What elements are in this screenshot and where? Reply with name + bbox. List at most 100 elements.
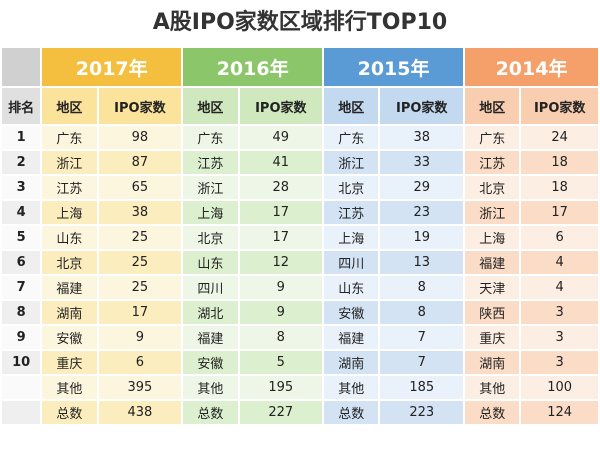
region: 四川 [181, 274, 240, 301]
column-header: IPO家数 [378, 86, 466, 126]
ipo-count: 3 [519, 349, 600, 376]
region: 广东 [322, 124, 381, 151]
region: 北京 [463, 174, 522, 201]
ipo-count: 4 [519, 274, 600, 301]
table-row: 2 浙江 87 江苏 41 浙江 33 江苏 18 [0, 149, 600, 176]
region: 湖南 [40, 299, 99, 326]
ipo-count: 17 [519, 199, 600, 226]
ipo-count: 7 [378, 349, 466, 376]
region: 北京 [322, 174, 381, 201]
ipo-count: 124 [519, 399, 600, 426]
region: 陕西 [463, 299, 522, 326]
ipo-count: 28 [237, 174, 325, 201]
region: 总数 [181, 399, 240, 426]
table-row: 5 山东 25 北京 17 上海 19 上海 6 [0, 224, 600, 251]
column-header: 排名 [0, 86, 43, 126]
ipo-count: 24 [519, 124, 600, 151]
region: 浙江 [40, 149, 99, 176]
region: 湖南 [463, 349, 522, 376]
ipo-count: 25 [96, 274, 184, 301]
ipo-count: 19 [378, 224, 466, 251]
ipo-count: 18 [519, 149, 600, 176]
region: 福建 [322, 324, 381, 351]
rank-cell: 1 [0, 124, 43, 151]
table-row: 排名 地区 IPO家数 地区 IPO家数 地区 IPO家数 地区 IPO家数 [0, 86, 600, 126]
region: 其他 [463, 374, 522, 401]
region: 其他 [40, 374, 99, 401]
region: 湖南 [322, 349, 381, 376]
ipo-count: 6 [519, 224, 600, 251]
ranking-table: 2017年 2016年 2015年 2014年 排名 地区 IPO家数 地区 IPO家数 地区 IP… [0, 46, 600, 426]
ipo-count: 13 [378, 249, 466, 276]
region: 北京 [40, 249, 99, 276]
ipo-count: 17 [96, 299, 184, 326]
region: 重庆 [40, 349, 99, 376]
region: 上海 [181, 199, 240, 226]
ipo-count: 3 [519, 299, 600, 326]
region: 广东 [181, 124, 240, 151]
rank-cell: 10 [0, 349, 43, 376]
table-row: 8 湖南 17 湖北 9 安徽 8 陕西 3 [0, 299, 600, 326]
region: 安徽 [322, 299, 381, 326]
table-row: 9 安徽 9 福建 8 福建 7 重庆 3 [0, 324, 600, 351]
column-header: 地区 [322, 86, 381, 126]
ipo-count: 9 [237, 274, 325, 301]
table-row: 10 重庆 6 安徽 5 湖南 7 湖南 3 [0, 349, 600, 376]
region: 北京 [181, 224, 240, 251]
region: 湖北 [181, 299, 240, 326]
rank-cell: 5 [0, 224, 43, 251]
region: 总数 [322, 399, 381, 426]
rank-cell: 8 [0, 299, 43, 326]
corner-cell [0, 46, 43, 88]
ipo-count: 5 [237, 349, 325, 376]
region: 上海 [40, 199, 99, 226]
rank-cell: 2 [0, 149, 43, 176]
ipo-count: 438 [96, 399, 184, 426]
ipo-count: 87 [96, 149, 184, 176]
table-row: 4 上海 38 上海 17 江苏 23 浙江 17 [0, 199, 600, 226]
region: 天津 [463, 274, 522, 301]
region: 浙江 [322, 149, 381, 176]
column-header: IPO家数 [237, 86, 325, 126]
ipo-count: 7 [378, 324, 466, 351]
region: 江苏 [463, 149, 522, 176]
year-header: 2016年 [181, 46, 325, 88]
column-header: IPO家数 [519, 86, 600, 126]
year-header: 2017年 [40, 46, 184, 88]
region: 江苏 [322, 199, 381, 226]
column-header: IPO家数 [96, 86, 184, 126]
region: 福建 [40, 274, 99, 301]
ipo-count: 33 [378, 149, 466, 176]
ipo-count: 223 [378, 399, 466, 426]
region: 山东 [322, 274, 381, 301]
ipo-count: 8 [237, 324, 325, 351]
ipo-count: 8 [378, 274, 466, 301]
region: 江苏 [181, 149, 240, 176]
rank-cell: 3 [0, 174, 43, 201]
ipo-count: 3 [519, 324, 600, 351]
column-header: 地区 [40, 86, 99, 126]
ipo-count: 25 [96, 224, 184, 251]
ipo-count: 29 [378, 174, 466, 201]
table-row: 1 广东 98 广东 49 广东 38 广东 24 [0, 124, 600, 151]
ipo-count: 12 [237, 249, 325, 276]
region: 上海 [463, 224, 522, 251]
ipo-count: 227 [237, 399, 325, 426]
ipo-count: 9 [237, 299, 325, 326]
ipo-count: 41 [237, 149, 325, 176]
region: 总数 [463, 399, 522, 426]
year-header: 2015年 [322, 46, 466, 88]
region: 安徽 [40, 324, 99, 351]
table-row: 总数 438 总数 227 总数 223 总数 124 [0, 399, 600, 426]
ipo-count: 49 [237, 124, 325, 151]
ipo-count: 17 [237, 199, 325, 226]
ipo-count: 195 [237, 374, 325, 401]
table-row: 7 福建 25 四川 9 山东 8 天津 4 [0, 274, 600, 301]
ipo-count: 6 [96, 349, 184, 376]
ipo-count: 38 [96, 199, 184, 226]
ipo-count: 9 [96, 324, 184, 351]
ipo-count: 17 [237, 224, 325, 251]
ipo-count: 8 [378, 299, 466, 326]
ipo-count: 23 [378, 199, 466, 226]
